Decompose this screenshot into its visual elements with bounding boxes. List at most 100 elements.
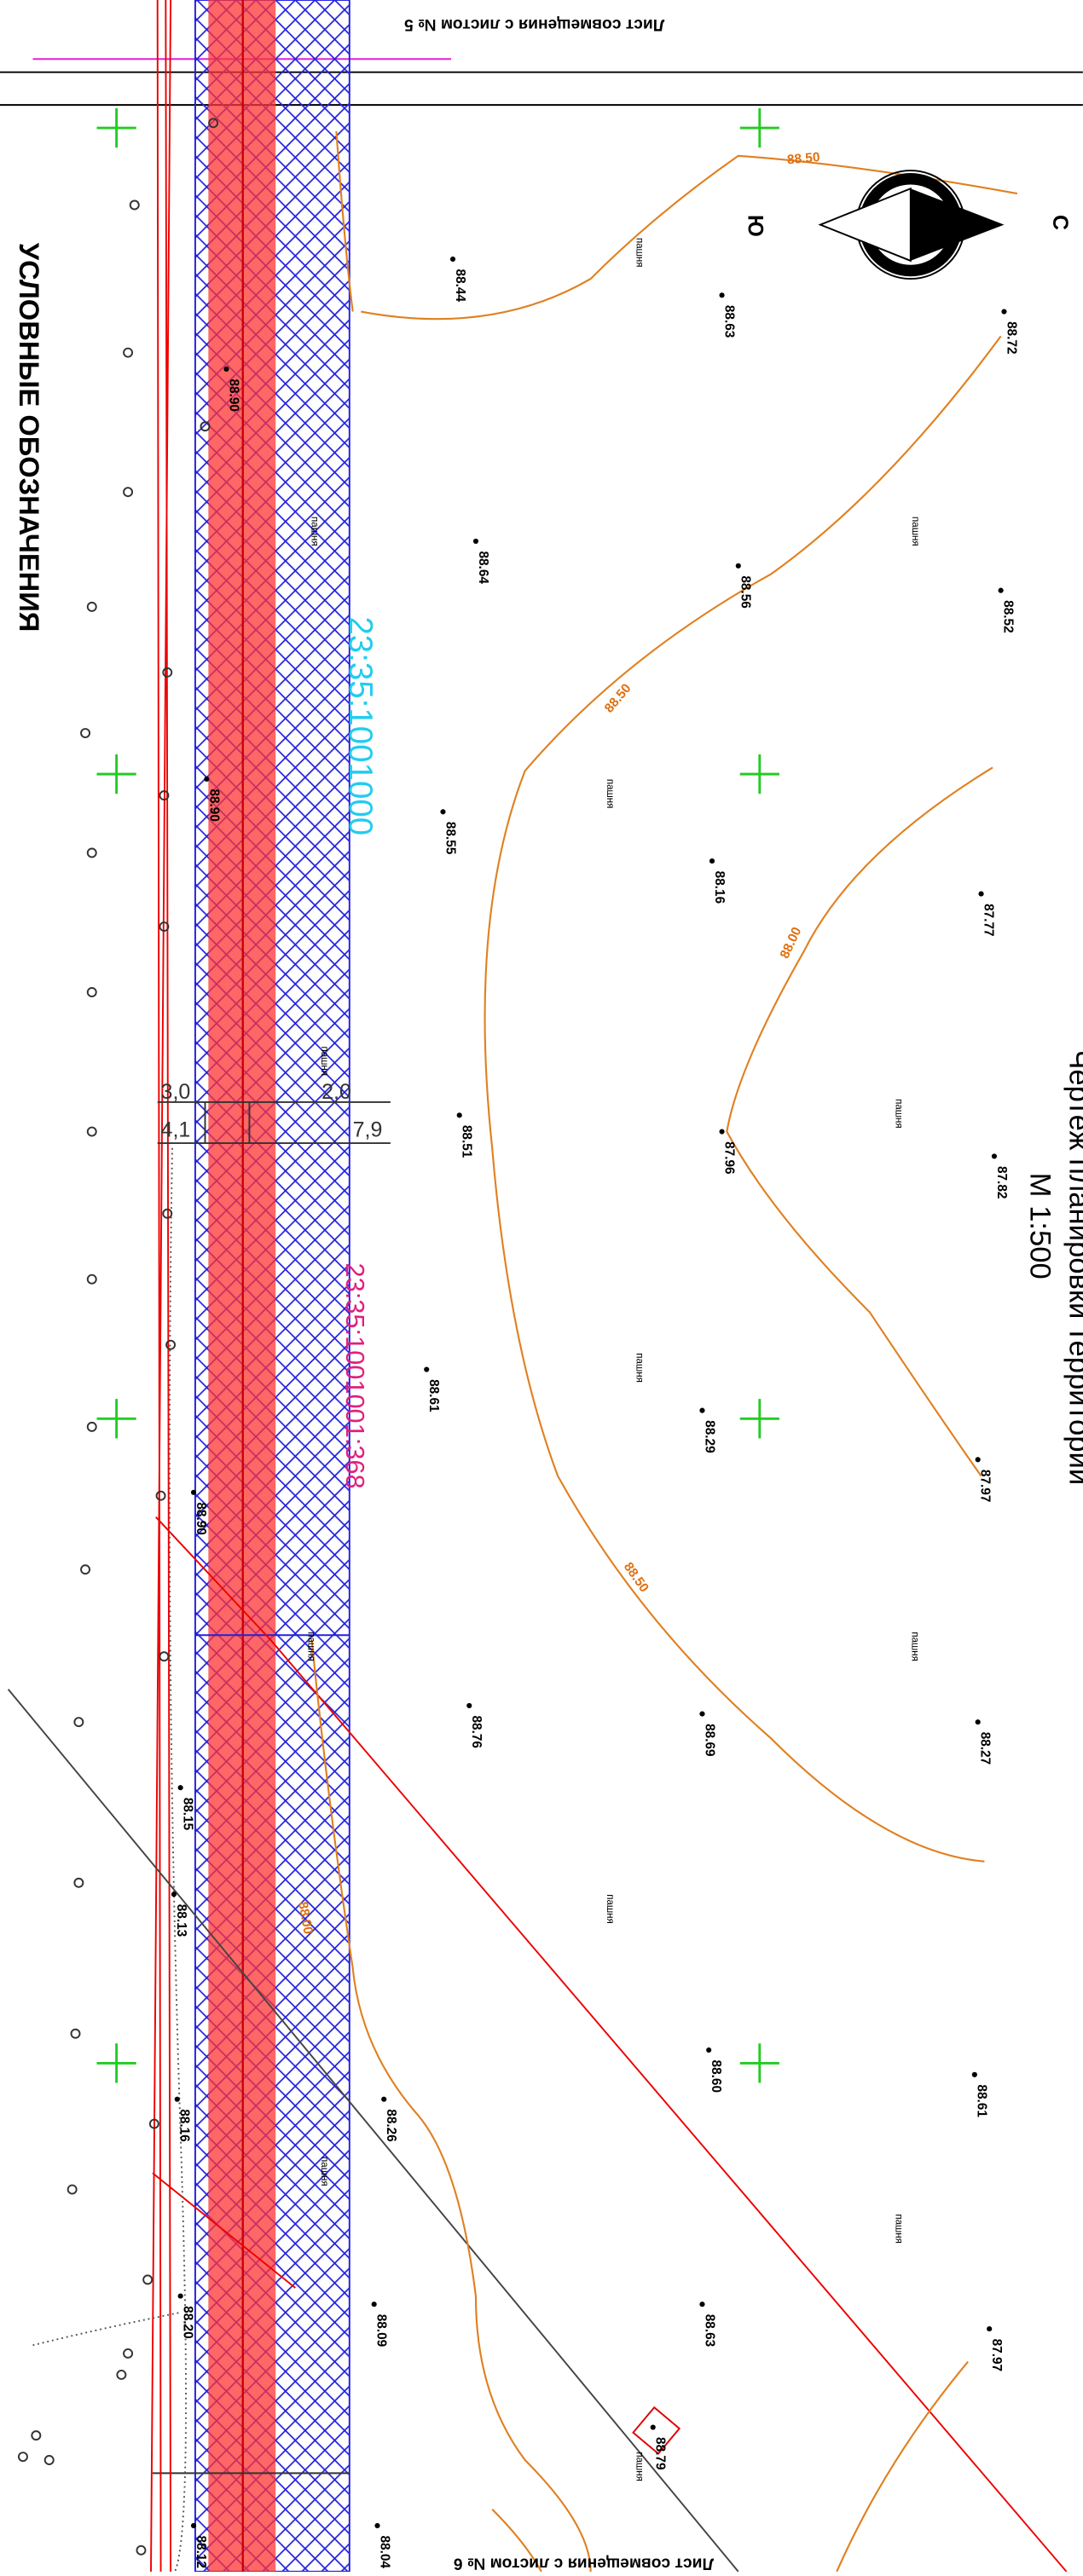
- contour-label: 88.50: [786, 150, 820, 167]
- land-use-label: пашня: [634, 1353, 645, 1383]
- elevation-label: 88.04: [377, 2536, 391, 2569]
- survey-point: [80, 1564, 91, 1575]
- compass-label: С: [1048, 215, 1072, 230]
- elevation-label: 88.13: [174, 1904, 188, 1937]
- dimension-line: [157, 1100, 391, 1144]
- elevation-label: 88.63: [721, 305, 736, 338]
- land-use-label: пашня: [894, 2214, 904, 2244]
- grid-cross: [739, 2043, 779, 2083]
- survey-point: [73, 1877, 84, 1888]
- elevation-label: 88.90: [194, 1502, 208, 1534]
- dimension-label: 3,0: [161, 1080, 191, 1104]
- dimension-label: 4,1: [161, 1118, 191, 1141]
- grid-cross: [96, 2043, 136, 2083]
- dimension-label: 7,9: [353, 1118, 383, 1141]
- survey-point: [86, 601, 97, 612]
- dirt-road: [163, 1147, 188, 2576]
- contour-label: 88.50: [621, 1560, 652, 1595]
- survey-point: [70, 2028, 81, 2039]
- survey-point: [162, 667, 173, 678]
- contour-label: 88.00: [295, 1901, 315, 1936]
- survey-point: [31, 2430, 42, 2441]
- land-use-label: пашня: [634, 2452, 645, 2481]
- map-title: Чертеж планировки территории: [1063, 1049, 1083, 1485]
- elevation-point: [440, 809, 446, 815]
- elevation-point: [371, 2302, 377, 2307]
- legend-title: УСЛОВНЫЕ ОБОЗНАЧЕНИЯ: [14, 243, 45, 632]
- elevation-label: 88.90: [226, 378, 240, 411]
- elevation-point: [699, 1711, 705, 1717]
- survey-point: [208, 118, 219, 129]
- elevation-point: [975, 1719, 981, 1725]
- survey-point: [200, 421, 211, 432]
- survey-point: [155, 1490, 166, 1501]
- boundary-line: [152, 1516, 1068, 2573]
- elevation-point: [190, 2522, 197, 2529]
- cadastral-number: 23:35:1001001:368: [340, 1262, 370, 1488]
- elevation-label: 88.15: [180, 1798, 194, 1831]
- land-use-label: пашня: [319, 2157, 329, 2186]
- elevation-point: [978, 891, 984, 897]
- survey-point: [86, 1126, 97, 1137]
- grid-cross: [739, 754, 779, 794]
- land-use-label: пашня: [894, 1099, 904, 1129]
- survey-point: [17, 2452, 28, 2463]
- grid-cross: [96, 1399, 136, 1439]
- land-use-label: пашня: [605, 1894, 615, 1924]
- sheet-link: Лист совмещения с листом № 6: [454, 2554, 714, 2572]
- survey-point: [86, 847, 97, 858]
- building: [632, 2406, 681, 2455]
- elevation-point: [735, 563, 741, 569]
- dimension-label: 2,0: [321, 1080, 351, 1104]
- cadastral-number: 23:35:1001000: [342, 616, 379, 835]
- land-use-label: пашня: [910, 1632, 920, 1661]
- elevation-label: 88.09: [374, 2314, 389, 2347]
- elevation-point: [719, 292, 725, 298]
- elevation-label: 88.56: [738, 575, 753, 608]
- elevation-point: [177, 2293, 183, 2299]
- boundary-line: [150, 0, 172, 2572]
- survey-point: [159, 921, 170, 933]
- elevation-point: [190, 1489, 197, 1495]
- elevation-point: [699, 1407, 705, 1413]
- elevation-label: 88.44: [453, 269, 467, 303]
- survey-point: [123, 487, 134, 498]
- elevation-point: [204, 776, 210, 782]
- elevation-point: [719, 1129, 725, 1135]
- survey-point: [162, 1208, 173, 1219]
- survey-point: [73, 1717, 84, 1728]
- elevation-label: 88.79: [653, 2437, 668, 2469]
- survey-point: [80, 728, 91, 738]
- elevation-point: [381, 2096, 387, 2102]
- dirt-road: [32, 2311, 181, 2347]
- elevation-point: [424, 1366, 430, 1372]
- elevation-label: 87.96: [721, 1141, 736, 1174]
- survey-point: [136, 2544, 147, 2556]
- elevation-point: [975, 1457, 981, 1463]
- elevation-point: [971, 2071, 977, 2077]
- elevation-label: 88.61: [975, 2084, 989, 2117]
- elevation-label: 88.61: [426, 1379, 441, 1412]
- elevation-point: [171, 1892, 177, 1897]
- survey-point: [86, 1274, 97, 1285]
- elevation-point: [991, 1153, 998, 1159]
- grid-cross: [96, 754, 136, 794]
- elevation-label: 88.76: [469, 1716, 484, 1748]
- survey-point: [129, 199, 140, 211]
- elevation-label: 88.29: [702, 1420, 716, 1453]
- survey-point: [43, 2455, 55, 2465]
- elevation-label: 88.72: [1004, 321, 1018, 354]
- survey-point: [67, 2184, 78, 2195]
- elevation-label: 88.60: [709, 2060, 723, 2093]
- survey-point: [165, 1339, 177, 1350]
- grid-cross: [96, 107, 136, 148]
- elevation-label: 88.52: [1000, 600, 1015, 632]
- contour-label: 88.50: [602, 681, 634, 715]
- elevation-point: [709, 858, 715, 864]
- elevation-point: [374, 2522, 380, 2529]
- survey-point: [116, 2369, 127, 2380]
- elevation-label: 88.20: [180, 2306, 194, 2338]
- elevation-label: 88.16: [712, 871, 727, 904]
